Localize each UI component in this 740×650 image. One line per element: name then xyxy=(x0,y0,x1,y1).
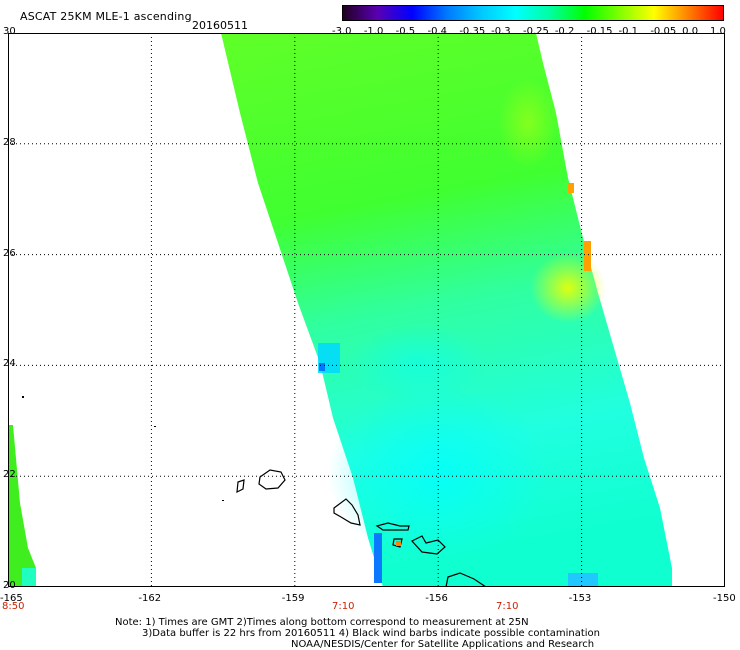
color-scale-tick-label: -0.15 xyxy=(586,26,613,37)
time-label-center: 7:10 xyxy=(332,601,355,612)
color-scale-tick-label: -0.5 xyxy=(395,26,416,37)
map-frame xyxy=(8,33,725,587)
latitude-label: 30 xyxy=(3,26,16,37)
product-date: 20160511 xyxy=(192,19,248,32)
maui-coastline xyxy=(411,535,446,555)
low-value-cell xyxy=(374,533,382,583)
latitude-label: 28 xyxy=(3,136,16,148)
color-scale-tick-label: -0.35 xyxy=(459,26,486,37)
latitude-label: 20 xyxy=(3,580,16,591)
longitude-label: -162 xyxy=(138,593,162,604)
low-value-cell xyxy=(568,573,598,587)
oahu-coastline xyxy=(333,498,361,526)
longitude-label: -156 xyxy=(425,593,448,604)
small-island-marker xyxy=(154,426,156,427)
high-value-cell xyxy=(396,541,401,546)
edge-swath xyxy=(8,425,36,587)
color-scale-tick-label: -0.3 xyxy=(491,26,511,37)
color-scale-tick-label: 0.0 xyxy=(682,26,699,37)
color-scale-tick-label: -0.25 xyxy=(523,26,549,37)
small-island-marker xyxy=(222,500,224,501)
big-island-coastline xyxy=(445,572,488,587)
note-line-3: NOAA/NESDIS/Center for Satellite Applica… xyxy=(291,639,595,650)
high-value-region xyxy=(530,253,606,323)
lanai-coastline xyxy=(392,538,403,548)
low-value-region xyxy=(348,323,488,403)
color-scale-tick-label: -0.4 xyxy=(427,26,448,37)
note-line-2: 3)Data buffer is 22 hrs from 20160511 4)… xyxy=(142,628,600,639)
product-title: ASCAT 25KM MLE-1 ascending xyxy=(20,10,192,23)
high-value-cell xyxy=(568,183,574,193)
small-island-marker xyxy=(22,396,24,398)
color-scale-bar xyxy=(342,5,724,21)
molokai-coastline xyxy=(375,522,410,531)
color-scale-tick-label: -1.0 xyxy=(363,26,384,37)
note-line-1: Note: 1) Times are GMT 2)Times along bot… xyxy=(115,617,529,628)
color-scale-tick-label: -0.1 xyxy=(618,26,639,37)
swath-map xyxy=(8,33,725,587)
color-scale-tick-label: 1.0 xyxy=(710,26,726,37)
wind-swath xyxy=(221,33,672,587)
latitude-label: 26 xyxy=(3,247,16,259)
color-scale-tick-label: -0.05 xyxy=(650,26,677,37)
high-value-cell xyxy=(584,241,591,271)
longitude-label: -165 xyxy=(0,593,23,604)
time-label-right: 7:10 xyxy=(496,601,519,612)
edge-swath-cell xyxy=(22,568,36,587)
color-scale-tick-label: -3.0 xyxy=(332,26,352,37)
latitude-label: 24 xyxy=(3,358,16,370)
longitude-label: -153 xyxy=(568,593,592,604)
latitude-label: 22 xyxy=(3,469,16,481)
color-scale-tick-label: -0.2 xyxy=(554,26,575,37)
time-label-left: 8:50 xyxy=(2,601,25,612)
niihau-coastline xyxy=(236,479,245,494)
longitude-label: -150 xyxy=(713,593,736,604)
kauai-coastline xyxy=(258,469,286,490)
low-value-cell xyxy=(319,363,325,371)
high-value-region xyxy=(498,78,558,168)
longitude-label: -159 xyxy=(281,593,305,604)
